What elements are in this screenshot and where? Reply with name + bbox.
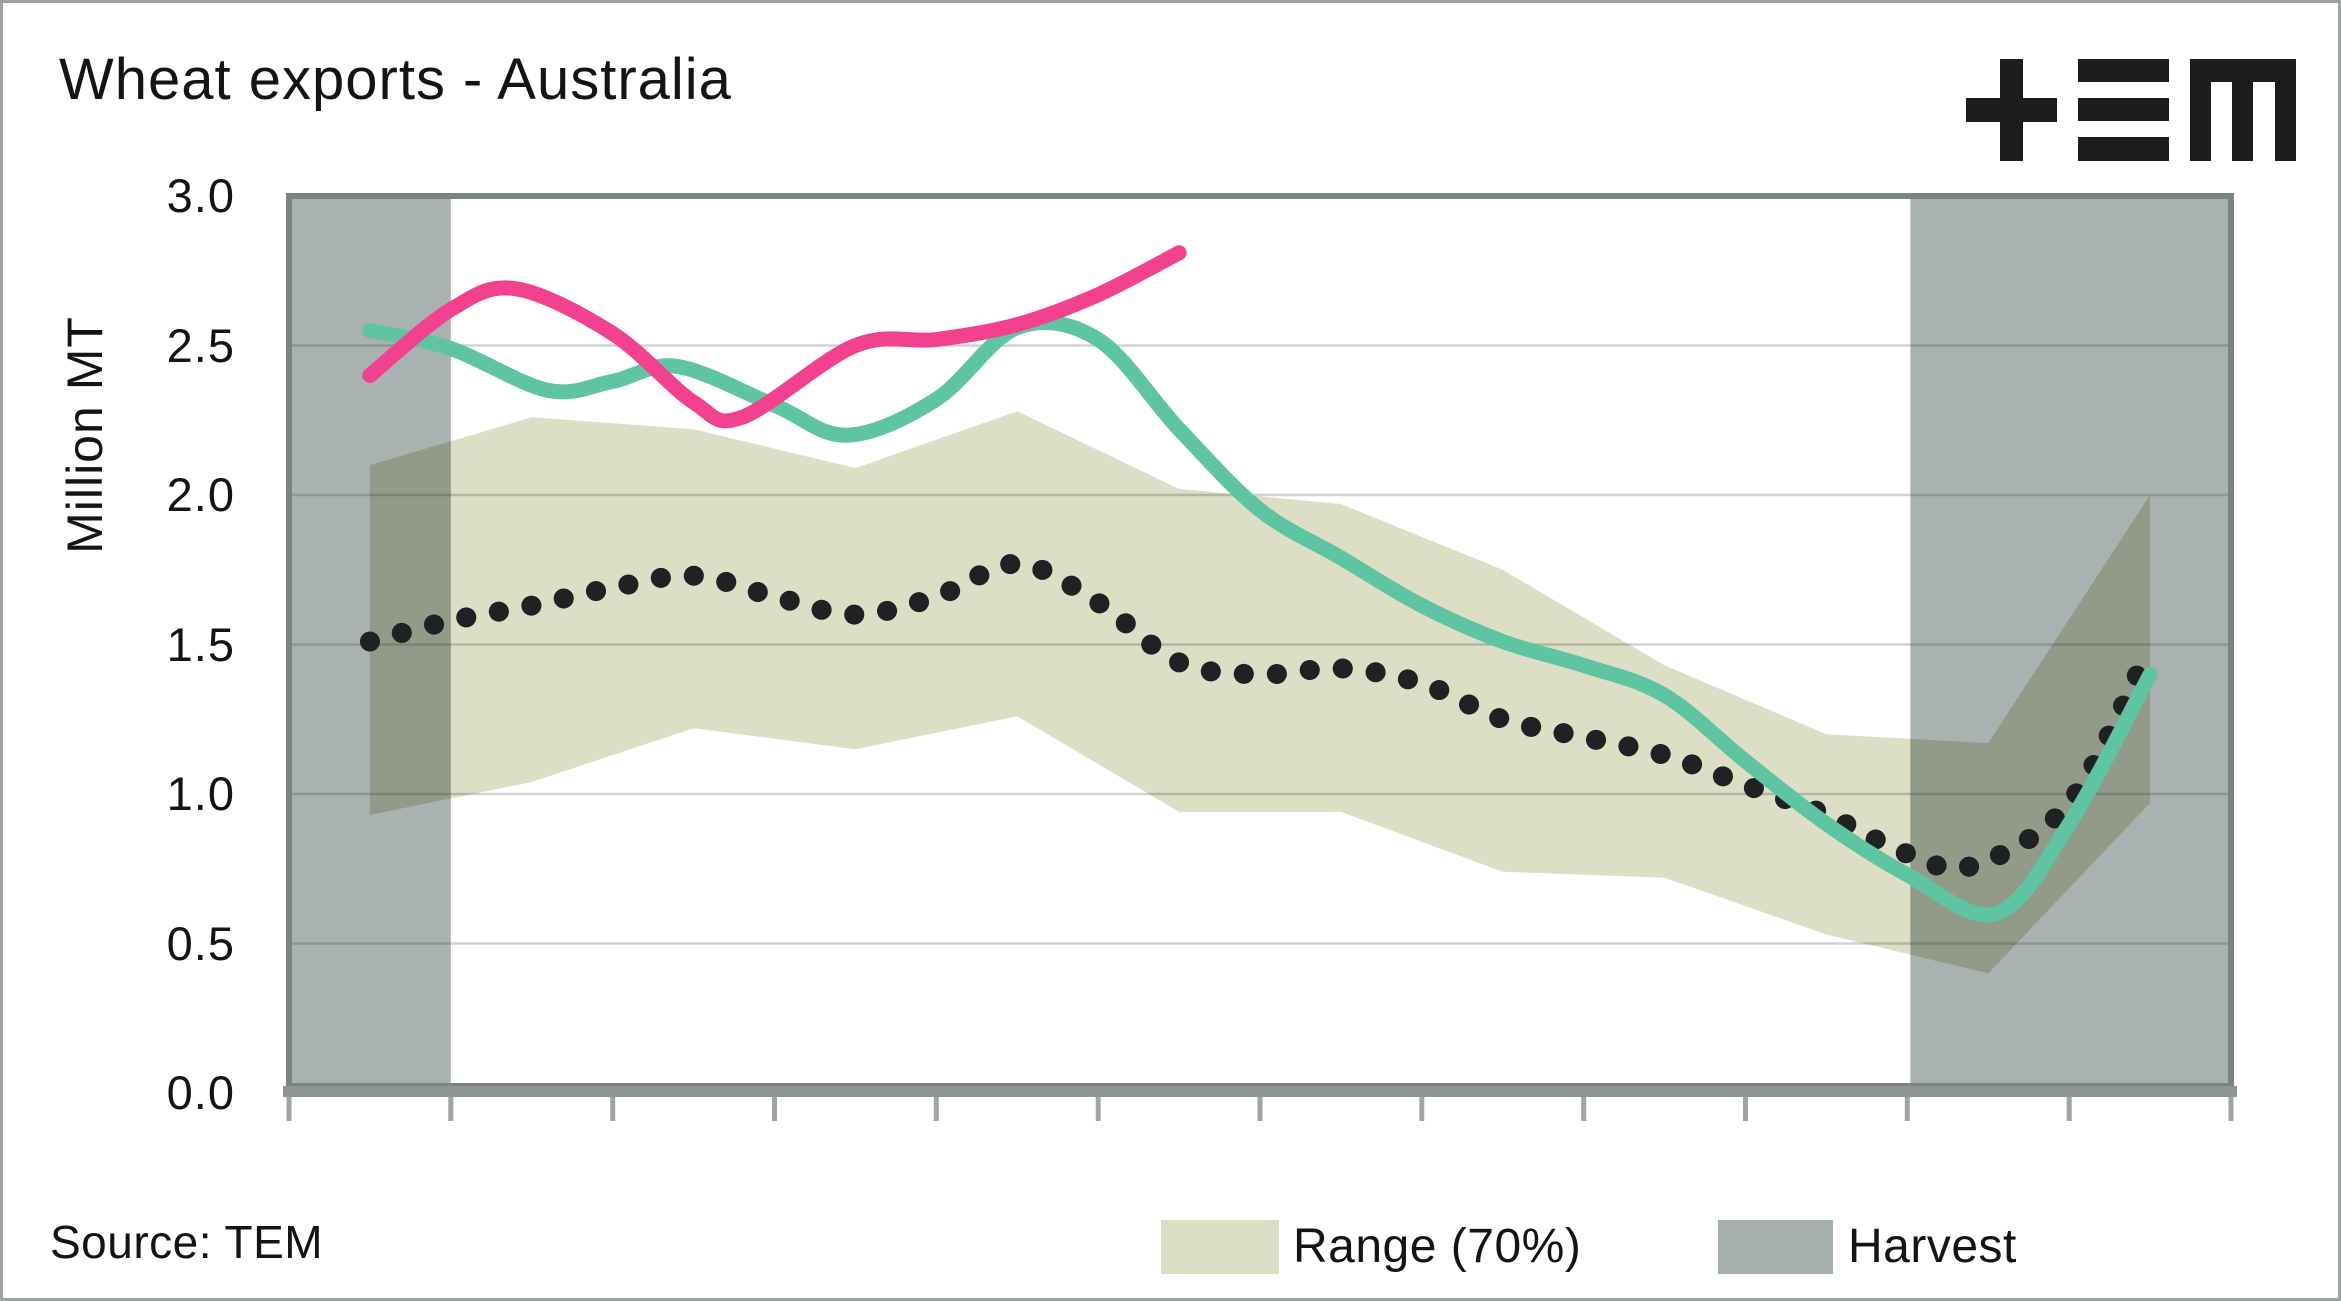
y-tick-label: 3.0 — [166, 169, 235, 222]
x-tick — [610, 1097, 616, 1121]
y-tick-label: 1.5 — [166, 617, 235, 671]
x-tick — [1581, 1097, 1587, 1121]
x-tick — [1419, 1097, 1425, 1121]
teal-season-line — [362, 315, 2158, 923]
x-tick — [1904, 1097, 1910, 1121]
legend-swatch-harvest — [1718, 1220, 1833, 1274]
x-tick — [772, 1097, 777, 1121]
x-tick — [1095, 1097, 1101, 1121]
tem-logo-icon — [1966, 59, 2296, 161]
y-tick-label: 0.5 — [166, 916, 235, 970]
y-tick-label: 1.0 — [166, 767, 235, 820]
median-dotted-line — [359, 553, 2161, 879]
pink-season-line — [362, 245, 1187, 429]
x-tick — [286, 1097, 292, 1121]
y-tick-label: 2.0 — [166, 468, 235, 521]
range-band — [369, 411, 2151, 974]
y-tick-label: 2.5 — [166, 318, 235, 372]
chart-title: Wheat exports - Australia — [59, 47, 732, 112]
x-tick — [1743, 1097, 1748, 1121]
x-tick — [448, 1097, 454, 1121]
legend-swatch-range — [1161, 1220, 1279, 1274]
x-axis-line — [283, 1086, 2237, 1097]
legend-label-range: Range (70%) — [1293, 1220, 1582, 1273]
x-tick — [1257, 1097, 1263, 1121]
source-note: Source: TEM — [50, 1216, 324, 1268]
x-tick — [2228, 1097, 2234, 1121]
x-tick — [933, 1097, 939, 1121]
chart-svg — [283, 193, 2237, 1121]
x-tick — [2066, 1097, 2072, 1121]
y-tick-label: 0.0 — [166, 1066, 235, 1119]
legend-label-harvest: Harvest — [1848, 1220, 2017, 1273]
legend: Range (70%) Harvest — [3, 1220, 2338, 1274]
tem-logo-glyphs — [1966, 59, 2296, 161]
